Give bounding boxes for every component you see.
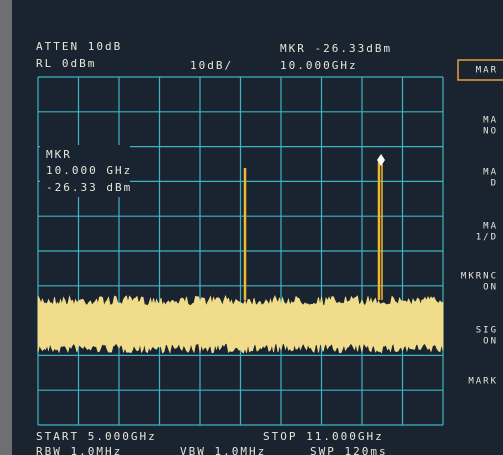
softkey-label: NO	[483, 127, 498, 137]
rbw: RBW 1.0MHz	[36, 445, 122, 455]
softkey-label: ON	[483, 337, 498, 347]
marker-box-level: -26.33 dBm	[46, 181, 132, 194]
bezel	[0, 0, 12, 455]
softkey-label: MAR	[476, 66, 498, 76]
marker-box-freq: 10.000 GHz	[46, 164, 132, 177]
marker-diamond	[377, 154, 385, 166]
softkey-label: MARK	[468, 377, 498, 387]
softkey-label: ON	[483, 283, 498, 293]
atten: ATTEN 10dB	[36, 40, 122, 53]
softkey-label: SIG	[476, 326, 498, 336]
marker-box-label: MKR	[46, 148, 72, 161]
start: START 5.000GHz	[36, 430, 157, 443]
softkey-label: 1/D	[476, 233, 498, 243]
vbw: VBW 1.0MHz	[180, 445, 266, 455]
noise-trace	[37, 294, 444, 354]
ref-level: RL 0dBm	[36, 57, 96, 70]
sweep: SWP 120ms	[310, 445, 388, 455]
softkey-label: D	[491, 179, 498, 189]
scale: 10dB/	[190, 59, 233, 72]
softkey-label: MA	[483, 222, 498, 232]
softkey-label: MA	[483, 168, 498, 178]
softkey-label: MA	[483, 116, 498, 126]
marker-freq: 10.000GHz	[280, 59, 358, 72]
marker-box-bg	[40, 145, 130, 197]
marker-level: MKR -26.33dBm	[280, 42, 392, 55]
softkey-frame	[457, 59, 503, 81]
stop: STOP 11.000GHz	[263, 430, 384, 443]
softkey-label: MKRNC	[461, 272, 498, 282]
